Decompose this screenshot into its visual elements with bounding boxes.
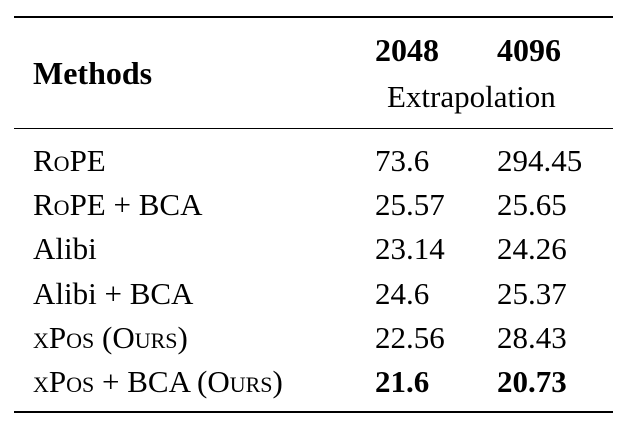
top-rule (14, 16, 613, 18)
row-method-xpos-bca: xPos + BCA (Ours) (33, 364, 283, 399)
row-xpos-4096: 28.43 (497, 320, 567, 355)
row-alibi-4096: 24.26 (497, 231, 567, 266)
row-method-rope-bca: RoPE + BCA (33, 187, 203, 222)
row-rope-bca-2048: 25.57 (375, 187, 445, 222)
row-rope-4096: 294.45 (497, 143, 583, 178)
row-rope-2048: 73.6 (375, 143, 430, 178)
row-method-xpos: xPos (Ours) (33, 320, 188, 355)
row-alibi-bca-2048: 24.6 (375, 276, 430, 311)
row-method-alibi-bca: Alibi + BCA (33, 276, 194, 311)
bottom-rule (14, 411, 613, 413)
row-xpos-bca-2048: 21.6 (375, 364, 430, 399)
row-xpos-2048: 22.56 (375, 320, 445, 355)
row-rope-bca-4096: 25.65 (497, 187, 567, 222)
header-col-2048: 2048 (375, 32, 439, 68)
row-xpos-bca-4096: 20.73 (497, 364, 567, 399)
header-rule (14, 128, 613, 129)
row-alibi-2048: 23.14 (375, 231, 445, 266)
header-extrapolation: Extrapolation (387, 79, 556, 114)
row-alibi-bca-4096: 25.37 (497, 276, 567, 311)
row-method-rope: RoPE (33, 143, 106, 178)
row-method-alibi: Alibi (33, 231, 97, 266)
header-methods: Methods (33, 55, 153, 91)
header-col-4096: 4096 (497, 32, 561, 68)
